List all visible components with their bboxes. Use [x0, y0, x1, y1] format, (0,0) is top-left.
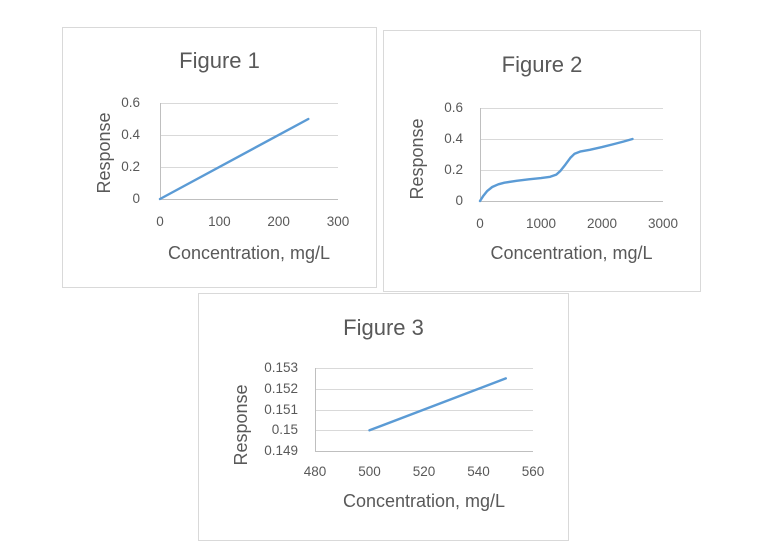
figure-3-y-tick-label: 0.15 — [271, 422, 298, 438]
figure-3-x-tick-label: 540 — [467, 464, 490, 479]
figure-1-title: Figure 1 — [179, 48, 260, 73]
figure-2-y-tick-label: 0 — [455, 193, 463, 208]
figure-3-x-tick-label: 560 — [521, 464, 545, 479]
figure-1-chart: Figure 1 Response Concentration, mg/L 0.… — [62, 27, 377, 288]
figure-2-y-tick-label: 0.4 — [444, 131, 463, 146]
figure-3-y-tick-label: 0.152 — [264, 380, 298, 396]
figure-3-plot-area — [315, 368, 533, 452]
figure-1-x-tick-label: 200 — [267, 214, 290, 229]
figure-2-title: Figure 2 — [501, 52, 583, 77]
figure-3-x-tick-label: 500 — [358, 464, 381, 479]
figure-3-x-tick-label: 480 — [303, 464, 327, 479]
figure-3-series-line — [368, 377, 508, 432]
figure-1-y-tick-label: 0 — [132, 191, 140, 206]
figure-2-x-axis-title: Concentration, mg/L — [490, 243, 653, 263]
figure-1-series-line — [158, 117, 310, 201]
figure-2-x-tick-label: 2000 — [586, 216, 618, 231]
figure-2-series-line — [478, 137, 634, 203]
figure-1-plot-area — [158, 103, 338, 201]
figure-2-plot-area — [478, 108, 663, 203]
figure-1-y-tick-label: 0.6 — [121, 95, 140, 110]
figure-2-y-tick-label: 0.2 — [444, 162, 463, 177]
figure-1-x-axis-title: Concentration, mg/L — [167, 243, 331, 263]
figure-3-chart: Figure 3 Response Concentration, mg/L 0.… — [198, 293, 569, 541]
figure-1-x-tick-label: 0 — [156, 214, 164, 229]
figure-1-y-tick-label: 0.2 — [121, 159, 140, 174]
figure-3-title: Figure 3 — [343, 315, 424, 340]
figure-1-y-tick-label: 0.4 — [121, 127, 140, 142]
figure-3-x-tick-label: 520 — [412, 464, 436, 479]
figure-3-x-axis-title: Concentration, mg/L — [342, 491, 506, 511]
figure-3-y-tick-label: 0.153 — [264, 360, 298, 375]
figure-3-y-tick-label: 0.151 — [264, 401, 298, 417]
figure-2-x-tick-label: 0 — [476, 216, 484, 231]
figure-3-plot-svg — [315, 368, 533, 452]
figure-2-chart: Figure 2 Response Concentration, mg/L 0.… — [383, 30, 701, 292]
figure-2-plot-svg — [478, 108, 663, 203]
figure-1-x-tick-label: 100 — [208, 214, 231, 229]
figure-3-y-tick-label: 0.149 — [264, 443, 298, 458]
figure-2-x-tick-label: 3000 — [647, 216, 679, 231]
figure-2-x-tick-label: 1000 — [525, 216, 557, 231]
figure-2-y-tick-label: 0.6 — [444, 100, 463, 115]
figure-1-x-tick-label: 300 — [326, 214, 350, 229]
figure-1-plot-svg — [158, 103, 338, 201]
